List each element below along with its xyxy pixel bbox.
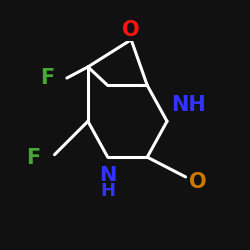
- Text: NH: NH: [171, 95, 205, 115]
- Text: F: F: [40, 68, 54, 88]
- Text: O: O: [122, 20, 140, 40]
- Text: H: H: [100, 182, 115, 200]
- Text: F: F: [26, 148, 41, 169]
- Text: O: O: [189, 172, 207, 192]
- Text: N: N: [99, 166, 116, 186]
